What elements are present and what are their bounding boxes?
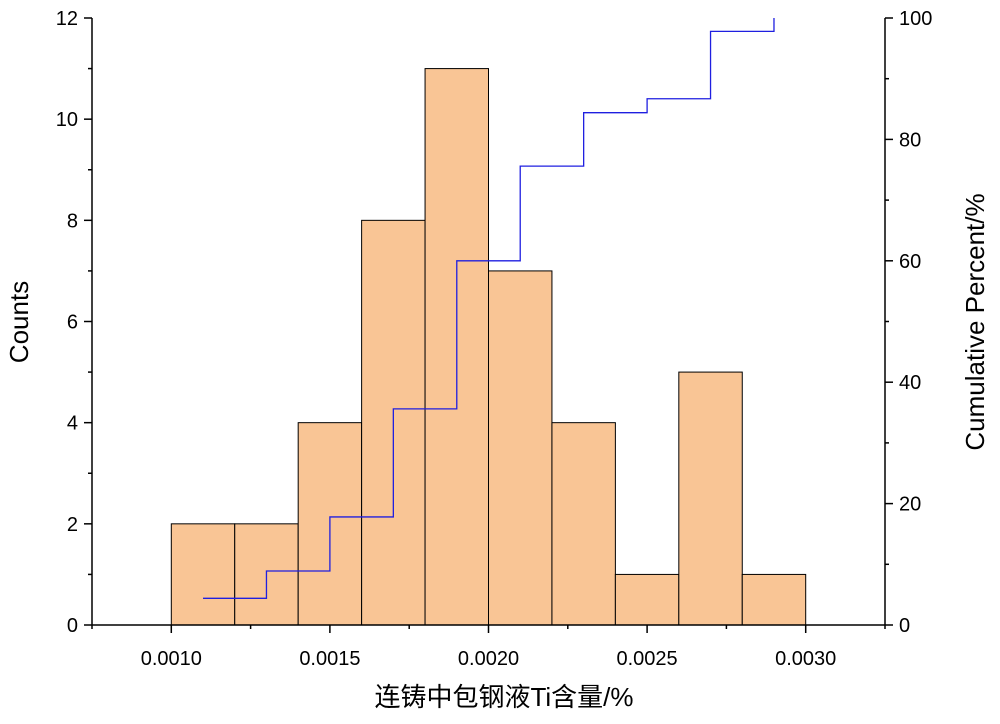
- histogram-bar: [614, 573, 680, 626]
- y-tick-label: 10: [56, 109, 78, 131]
- histogram-bar: [170, 523, 236, 626]
- y-tick-label: 0: [67, 615, 78, 637]
- y-axis-title: Counts: [4, 281, 34, 363]
- y-tick-label: 2: [67, 514, 78, 536]
- cumulative-percent-line: [203, 18, 775, 599]
- y-tick-label: 6: [67, 312, 78, 334]
- cumulative-line-group: [203, 18, 775, 599]
- y-tick-label: 8: [67, 210, 78, 232]
- x-tick-label: 0.0015: [299, 648, 360, 670]
- histogram-bar: [678, 371, 743, 626]
- axes: [84, 17, 893, 633]
- x-tick-label: 0.0020: [458, 648, 519, 670]
- histogram-bar: [488, 270, 553, 626]
- x-tick-label: 0.0025: [617, 648, 678, 670]
- y2-tick-label: 80: [899, 129, 921, 151]
- histogram-bars: [170, 68, 807, 626]
- y2-tick-label: 20: [899, 494, 921, 516]
- histogram-bar: [741, 573, 807, 626]
- histogram-bar: [551, 422, 616, 626]
- tick-labels: 0 2 4 6 8 10 12 0 20 40 60 80 100 0.0010 0.0015 0.0020 0…: [56, 8, 933, 670]
- y2-tick-label: 60: [899, 251, 921, 273]
- x-tick-label: 0.0030: [775, 648, 836, 670]
- y2-tick-label: 100: [899, 8, 932, 30]
- y2-tick-label: 40: [899, 372, 921, 394]
- y2-axis-title: Cumulative Percent/%: [960, 193, 990, 450]
- y-tick-label: 4: [67, 413, 78, 435]
- x-axis-title: 连铸中包钢液Ti含量/%: [374, 682, 633, 712]
- y-tick-label: 12: [56, 8, 78, 30]
- x-tick-label: 0.0010: [141, 648, 202, 670]
- y2-tick-label: 0: [899, 615, 910, 637]
